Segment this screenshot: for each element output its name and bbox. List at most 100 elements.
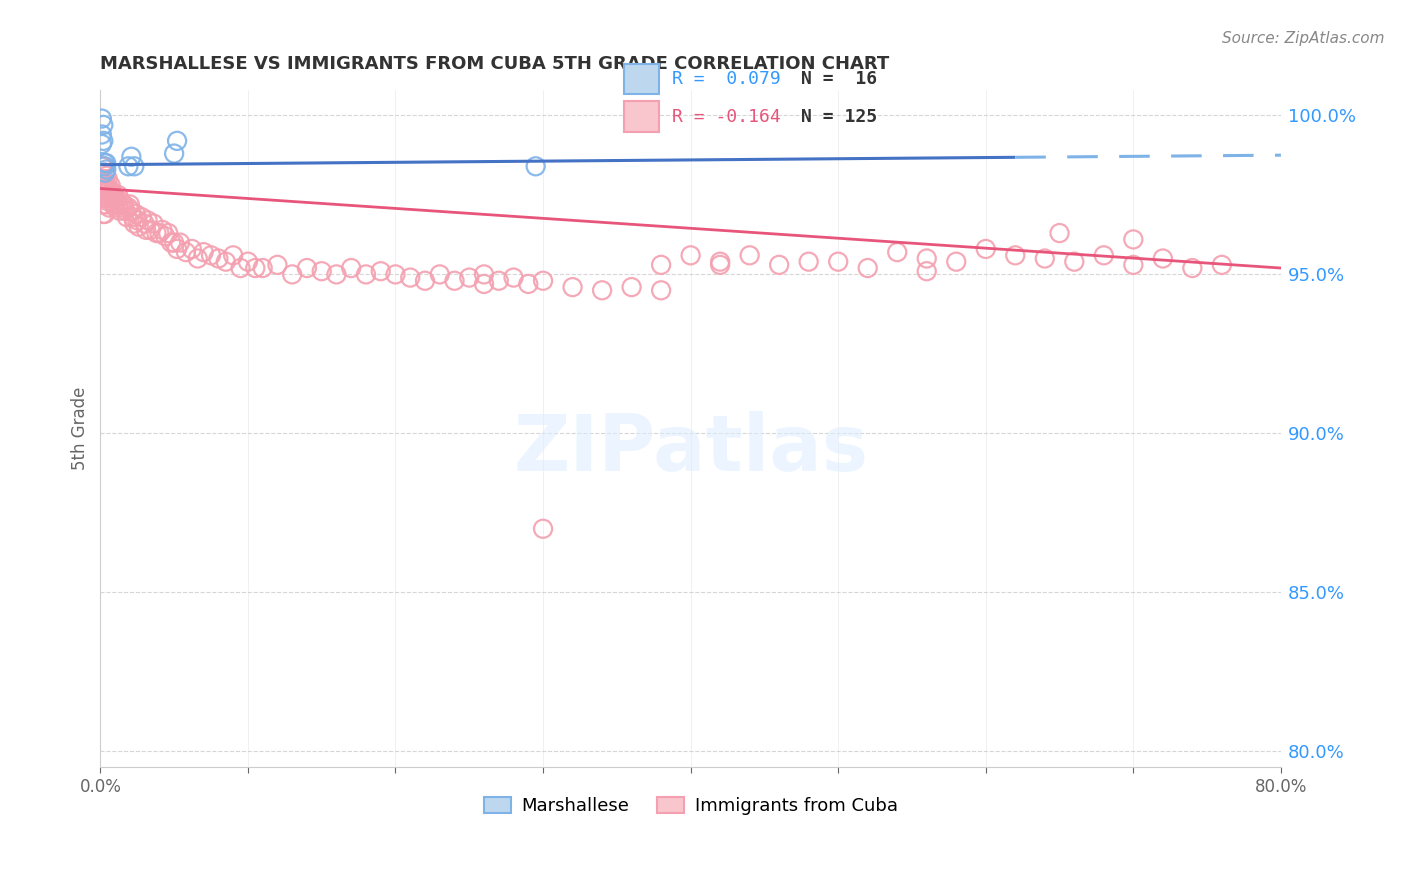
Point	[399, 270, 422, 285]
Point	[974, 242, 997, 256]
Point	[531, 522, 554, 536]
Point	[915, 264, 938, 278]
Point	[110, 194, 132, 209]
Point	[125, 207, 148, 221]
Point	[94, 166, 117, 180]
Point	[96, 185, 118, 199]
Point	[91, 181, 114, 195]
Point	[145, 226, 167, 240]
Legend: Marshallese, Immigrants from Cuba: Marshallese, Immigrants from Cuba	[477, 789, 904, 822]
Point	[180, 242, 202, 256]
Point	[709, 258, 731, 272]
Point	[266, 258, 288, 272]
Point	[117, 201, 139, 215]
Point	[1211, 258, 1233, 272]
Point	[915, 252, 938, 266]
Point	[94, 197, 117, 211]
Point	[679, 248, 702, 262]
Point	[139, 223, 162, 237]
Point	[502, 270, 524, 285]
Point	[97, 172, 120, 186]
Point	[101, 194, 124, 209]
Point	[96, 156, 118, 170]
Point	[163, 146, 186, 161]
Point	[94, 181, 117, 195]
Point	[136, 213, 159, 227]
Point	[1152, 252, 1174, 266]
Point	[1122, 258, 1144, 272]
Point	[120, 203, 142, 218]
Point	[103, 188, 125, 202]
Point	[215, 254, 238, 268]
Point	[856, 260, 879, 275]
Text: N =  16: N = 16	[801, 70, 877, 87]
FancyBboxPatch shape	[624, 63, 659, 95]
Point	[127, 213, 149, 227]
Point	[311, 264, 333, 278]
FancyBboxPatch shape	[624, 102, 659, 132]
Point	[155, 229, 177, 244]
Point	[120, 150, 142, 164]
Point	[91, 207, 114, 221]
Point	[107, 188, 129, 202]
Point	[104, 191, 127, 205]
Point	[709, 254, 731, 268]
Point	[103, 197, 125, 211]
Point	[91, 118, 114, 132]
Point	[354, 268, 377, 282]
Point	[94, 191, 117, 205]
Point	[94, 156, 117, 170]
Point	[458, 270, 481, 285]
Point	[94, 207, 117, 221]
Point	[124, 159, 146, 173]
Point	[650, 258, 672, 272]
Point	[105, 194, 128, 209]
Point	[370, 264, 392, 278]
Point	[91, 159, 114, 173]
Point	[827, 254, 849, 268]
Point	[100, 188, 122, 202]
Point	[443, 274, 465, 288]
Point	[91, 197, 114, 211]
Point	[98, 191, 121, 205]
Point	[281, 268, 304, 282]
Point	[163, 235, 186, 250]
Point	[325, 268, 347, 282]
Point	[114, 203, 136, 218]
Point	[738, 248, 761, 262]
Point	[1181, 260, 1204, 275]
Point	[97, 185, 120, 199]
Point	[1063, 254, 1085, 268]
Point	[222, 248, 245, 262]
Point	[107, 197, 129, 211]
Point	[193, 245, 215, 260]
Text: ZIPatlas: ZIPatlas	[513, 411, 868, 487]
Point	[90, 159, 112, 173]
Point	[96, 169, 118, 183]
Point	[98, 201, 121, 215]
Point	[169, 235, 191, 250]
Point	[90, 112, 112, 126]
Point	[117, 159, 139, 173]
Point	[150, 223, 173, 237]
Point	[98, 181, 121, 195]
Point	[1033, 252, 1056, 266]
Point	[96, 162, 118, 177]
Point	[94, 159, 117, 173]
Point	[166, 242, 188, 256]
Text: MARSHALLESE VS IMMIGRANTS FROM CUBA 5TH GRADE CORRELATION CHART: MARSHALLESE VS IMMIGRANTS FROM CUBA 5TH …	[100, 55, 890, 73]
Point	[200, 248, 222, 262]
Point	[94, 166, 117, 180]
Point	[142, 217, 165, 231]
Point	[128, 219, 150, 234]
Point	[620, 280, 643, 294]
Point	[91, 172, 114, 186]
Point	[797, 254, 820, 268]
Point	[295, 260, 318, 275]
Point	[91, 134, 114, 148]
Point	[429, 268, 451, 282]
Point	[96, 178, 118, 193]
Point	[524, 159, 547, 173]
Point	[768, 258, 790, 272]
Point	[517, 277, 540, 291]
